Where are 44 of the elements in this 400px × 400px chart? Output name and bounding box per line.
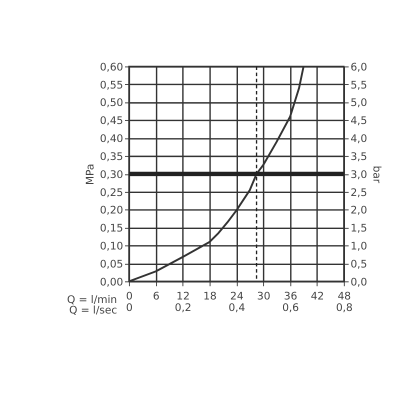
y2-tick-label: 2,5 [350, 186, 368, 199]
y2-tick-label: 6,0 [350, 61, 368, 74]
y-tick-label: 0,40 [100, 133, 124, 146]
x2-tick-label: 0,8 [336, 302, 353, 314]
x2-tick-label: 0,4 [228, 302, 246, 314]
y-tick-label: 0,60 [100, 61, 124, 74]
x-tick-label: 24 [230, 290, 244, 302]
y2-tick-label: 5,5 [350, 79, 368, 92]
x-tick-label: 6 [152, 290, 160, 302]
x-tick-label: 0 [126, 290, 133, 302]
y2-tick-label: 1,5 [350, 222, 368, 235]
y-axis-title: MPa [84, 164, 97, 186]
x-tick-label: 30 [257, 290, 270, 302]
y-tick-label: 0,45 [100, 115, 124, 128]
y-tick-label: 0,30 [100, 168, 124, 181]
x-tick-label: 12 [176, 290, 190, 302]
y-tick-label: 0,35 [100, 150, 124, 163]
y2-tick-label: 1,0 [350, 240, 368, 253]
y-tick-label: 0,55 [100, 79, 124, 92]
y2-axis-title: bar [370, 166, 382, 184]
y2-tick-label: 4,5 [350, 115, 368, 128]
x-axis-title: Q = l/min [67, 294, 118, 306]
y-tick-label: 0,15 [100, 222, 124, 235]
y-tick-label: 0,25 [100, 186, 124, 199]
x-tick-label: 36 [284, 290, 298, 302]
x2-tick-label: 0 [126, 302, 133, 314]
y2-tick-label: 0,5 [350, 258, 368, 270]
x-tick-label: 48 [338, 290, 351, 302]
x2-axis-title: Q = l/sec [69, 304, 118, 316]
y-tick-label: 0,00 [100, 276, 124, 288]
x-tick-label: 18 [203, 290, 217, 302]
y-tick-label: 0,05 [100, 258, 124, 270]
y2-tick-label: 3,0 [350, 168, 368, 181]
y-tick-label: 0,10 [100, 240, 124, 253]
y-tick-label: 0,20 [100, 204, 124, 217]
y2-tick-label: 5,0 [350, 97, 368, 110]
y-tick-label: 0,50 [100, 97, 124, 110]
x-tick-label: 42 [310, 290, 324, 302]
y2-tick-label: 0,0 [350, 276, 368, 288]
x2-tick-label: 0,6 [282, 302, 300, 314]
y2-tick-label: 3,5 [350, 150, 368, 163]
y2-tick-label: 4,0 [350, 133, 368, 146]
x2-tick-label: 0,2 [174, 302, 192, 314]
y2-tick-label: 2,0 [350, 204, 368, 217]
